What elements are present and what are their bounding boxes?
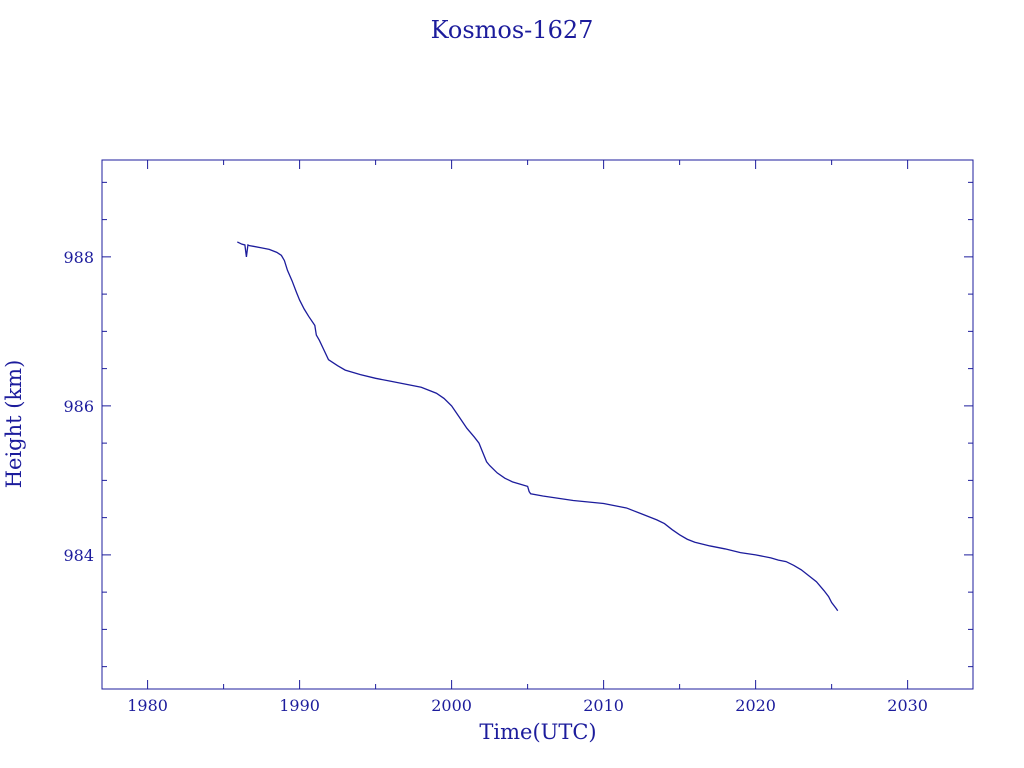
y-tick-label: 988 (63, 248, 94, 267)
plot-frame (101, 159, 974, 690)
x-tick-label: 2010 (583, 696, 624, 715)
y-tick-label: 986 (63, 397, 94, 416)
x-axis-label: Time(UTC) (479, 720, 596, 744)
tick-labels: 1980 1990 2000 2010 2020 2030 984 986 988 (63, 248, 928, 715)
x-tick-label: 2030 (887, 696, 928, 715)
y-axis-label: Height (km) (2, 360, 26, 489)
x-tick-label: 1990 (279, 696, 320, 715)
x-tick-label: 2020 (735, 696, 776, 715)
axis-ticks (102, 160, 973, 689)
height-series-line (237, 241, 839, 612)
x-tick-label: 2000 (431, 696, 472, 715)
x-tick-label: 1980 (127, 696, 168, 715)
y-tick-label: 984 (63, 546, 94, 565)
chart-title: Kosmos-1627 (431, 16, 594, 44)
